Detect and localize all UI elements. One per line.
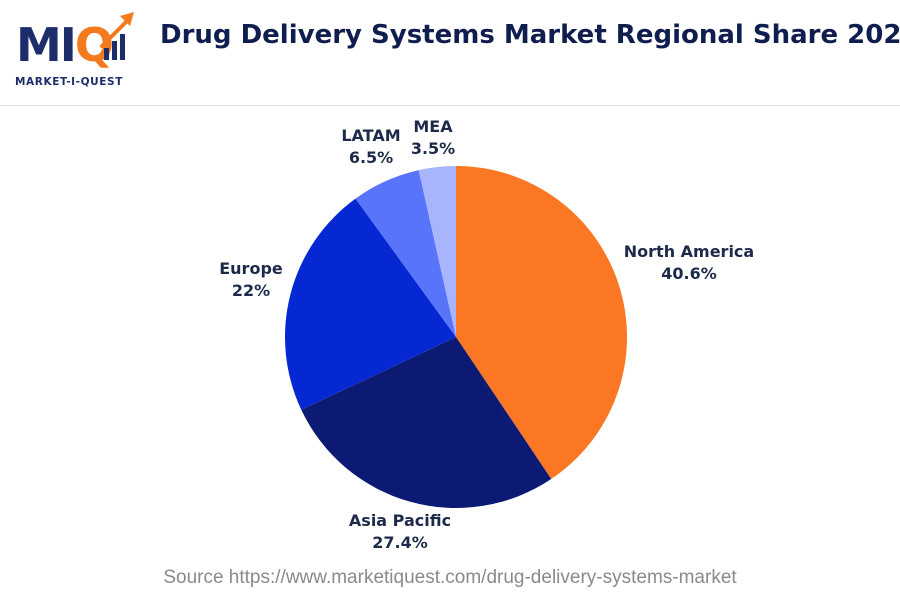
page-title: Drug Delivery Systems Market Regional Sh… <box>160 20 900 50</box>
slice-label-latam: LATAM <box>341 126 400 145</box>
pie-slice-asia-pacific <box>301 337 552 508</box>
slice-value-north-america: 40.6% <box>661 264 717 283</box>
logo-wordmark: MIQ <box>16 18 114 72</box>
source-note: Source https://www.marketiquest.com/drug… <box>163 567 737 588</box>
slice-value-latam: 6.5% <box>349 148 393 167</box>
growth-arrow-icon <box>100 12 134 60</box>
slice-label-mea: MEA <box>413 117 453 136</box>
slice-value-mea: 3.5% <box>411 139 455 158</box>
header: MIQ MARKET-I-QUEST Drug Delivery Systems… <box>0 0 900 106</box>
slice-value-europe: 22% <box>232 281 270 300</box>
slice-value-asia-pacific: 27.4% <box>372 533 428 552</box>
pie-chart: North America 40.6% Asia Pacific 27.4% Europ… <box>219 117 754 552</box>
pie-slice-europe <box>285 198 456 410</box>
slice-label-europe: Europe <box>219 259 283 278</box>
slice-label-north-america: North America <box>624 242 754 261</box>
pie-slices <box>285 166 627 508</box>
logo-subtitle: MARKET-I-QUEST <box>15 76 123 88</box>
pie-slice-mea <box>418 166 456 337</box>
pie-slice-north-america <box>456 166 627 480</box>
pie-labels: North America 40.6% Asia Pacific 27.4% Europ… <box>219 117 754 552</box>
pie-slice-latam <box>355 170 456 337</box>
slice-label-asia-pacific: Asia Pacific <box>349 511 451 530</box>
logo: MIQ MARKET-I-QUEST <box>12 8 142 98</box>
